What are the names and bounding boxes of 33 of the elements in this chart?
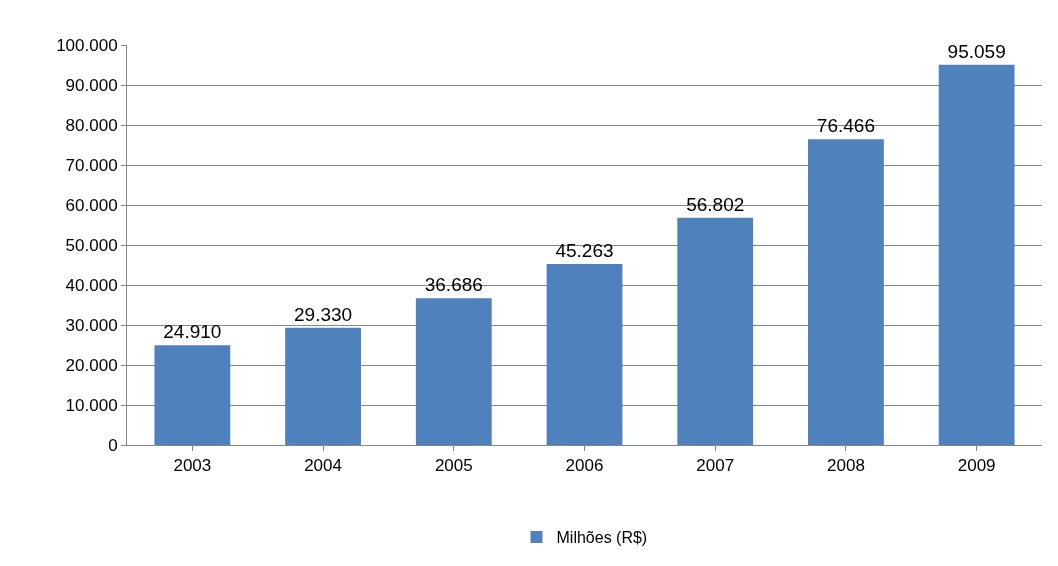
x-tick-label: 2008 (827, 456, 865, 476)
bar (415, 298, 492, 445)
x-tick-label: 2009 (957, 456, 996, 476)
x-tick-label: 2004 (304, 456, 342, 476)
data-label: 24.910 (163, 321, 222, 343)
bar (285, 327, 361, 445)
x-tick-label: 2007 (696, 456, 735, 476)
y-tick-label: 20.000 (65, 355, 118, 375)
y-tick-label: 50.000 (65, 235, 118, 255)
x-tick-label: 2006 (565, 456, 604, 476)
data-label: 45.263 (555, 239, 614, 261)
x-tick-label: 2005 (434, 456, 473, 476)
bar (808, 139, 884, 445)
y-tick-label: 90.000 (65, 75, 118, 95)
bar (154, 345, 231, 445)
bar (546, 263, 623, 445)
y-tick-label: 30.000 (65, 315, 118, 335)
bar (938, 64, 1015, 445)
data-label: 36.686 (424, 274, 483, 296)
y-tick-label: 40.000 (65, 275, 118, 295)
y-tick-label: 70.000 (65, 155, 118, 175)
y-tick-label: 100.000 (56, 35, 118, 55)
y-tick-label: 10.000 (65, 395, 118, 415)
y-tick-label: 0 (108, 435, 118, 455)
y-tick-label: 60.000 (65, 195, 118, 215)
bar (677, 217, 754, 445)
data-label: 29.330 (294, 303, 353, 325)
y-tick-label: 80.000 (65, 115, 118, 135)
x-tick-label: 2003 (173, 456, 212, 476)
data-label: 56.802 (686, 193, 745, 215)
data-label: 95.059 (947, 40, 1006, 62)
legend-label: Milhões (R$) (556, 529, 648, 547)
data-label: 76.466 (816, 115, 875, 137)
